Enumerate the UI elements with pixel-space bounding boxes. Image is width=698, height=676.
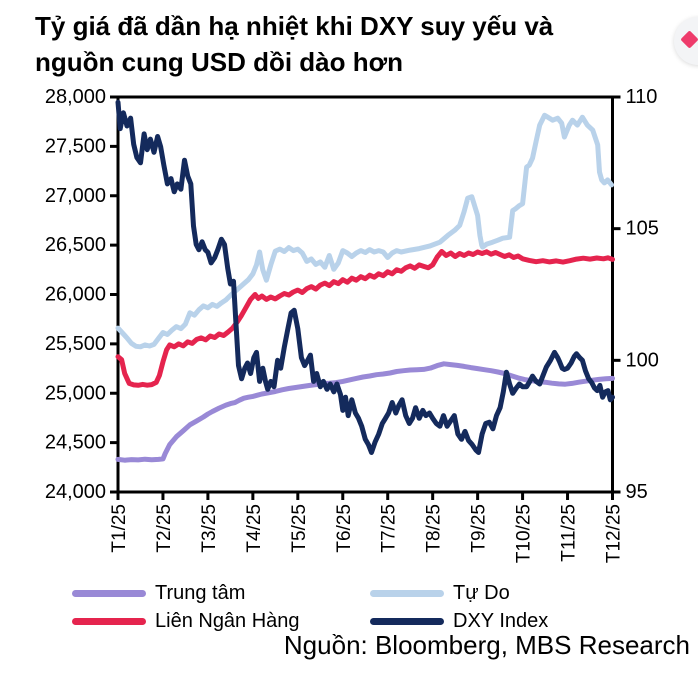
- series-line-1: [115, 112, 615, 350]
- right-axis-tick-label: 110: [626, 86, 658, 108]
- left-axis-tick-label: 24,000: [45, 481, 106, 503]
- legend-swatch-tu-do: [370, 589, 444, 597]
- legend-swatch-dxy-index: [370, 617, 444, 625]
- series-line-3: [115, 99, 615, 455]
- left-axis-tick-label: 24,500: [45, 432, 106, 454]
- left-axis-tick-label: 26,000: [45, 284, 106, 306]
- legend-item-trung-tam[interactable]: Trung tâm: [72, 581, 245, 605]
- legend-item-lien-ngan-hang[interactable]: Liên Ngân Hàng: [72, 609, 300, 633]
- legend-item-tu-do[interactable]: Tự Do: [370, 581, 510, 605]
- chart-title-line-2: nguồn cung USD dồi dào hơn: [35, 47, 403, 77]
- x-axis-tick-label: T1/25: [109, 504, 130, 553]
- chart-canvas: 28,000 27,500 27,000 26,500 26,000 25,500 25,0…: [45, 86, 659, 563]
- left-axis-tick-label: 26,500: [45, 234, 106, 256]
- x-axis-tick-label: T5/25: [289, 504, 310, 553]
- right-axis-tick-label: 100: [626, 349, 659, 371]
- left-axis-tick-label: 28,000: [45, 86, 106, 108]
- legend-label-trung-tam: Trung tâm: [155, 582, 246, 604]
- legend-swatch-lien-ngan-hang: [72, 617, 146, 625]
- source-attribution: Nguồn: Bloomberg, MBS Research: [283, 630, 690, 660]
- chart-title: Tỷ giá đã dần hạ nhiệt khi DXY suy yếu v…: [35, 8, 665, 80]
- legend-swatch-trung-tam: [72, 589, 146, 597]
- x-axis-tick-label: T9/25: [469, 504, 490, 553]
- left-axis-tick-label: 25,500: [45, 333, 106, 355]
- x-axis-tick-label: T11/25: [559, 504, 580, 562]
- legend-label-dxy-index: DXY Index: [453, 610, 549, 632]
- x-axis-tick-label: T6/25: [334, 504, 355, 553]
- left-axis-tick-label: 27,500: [45, 135, 106, 157]
- legend-item-dxy-index[interactable]: DXY Index: [370, 609, 548, 633]
- right-axis-tick-label: 95: [626, 481, 648, 503]
- legend-label-tu-do: Tự Do: [453, 582, 510, 604]
- left-axis-tick-label: 25,000: [45, 382, 106, 404]
- exchange-rate-chart: 28,000 27,500 27,000 26,500 26,000 25,500 25,0…: [45, 86, 659, 563]
- x-axis-tick-label: T2/25: [154, 504, 175, 553]
- series-line-2: [115, 249, 615, 388]
- x-axis-tick-label: T12/25: [604, 504, 625, 563]
- chart-title-line-1: Tỷ giá đã dần hạ nhiệt khi DXY suy yếu v…: [35, 11, 554, 41]
- series-line-0: [115, 361, 615, 463]
- x-axis-tick-label: T8/25: [424, 504, 445, 553]
- chart-legend: Trung tâm Tự Do Liên Ngân Hàng DXY Index: [0, 578, 698, 632]
- right-axis-tick-label: 105: [626, 218, 659, 240]
- x-axis-tick-label: T3/25: [199, 504, 220, 553]
- left-axis-tick-label: 27,000: [45, 185, 106, 207]
- x-axis-tick-label: T4/25: [244, 504, 265, 553]
- x-axis-tick-label: T7/25: [379, 504, 400, 553]
- legend-label-lien-ngan-hang: Liên Ngân Hàng: [155, 610, 300, 632]
- x-axis-tick-label: T10/25: [514, 504, 535, 563]
